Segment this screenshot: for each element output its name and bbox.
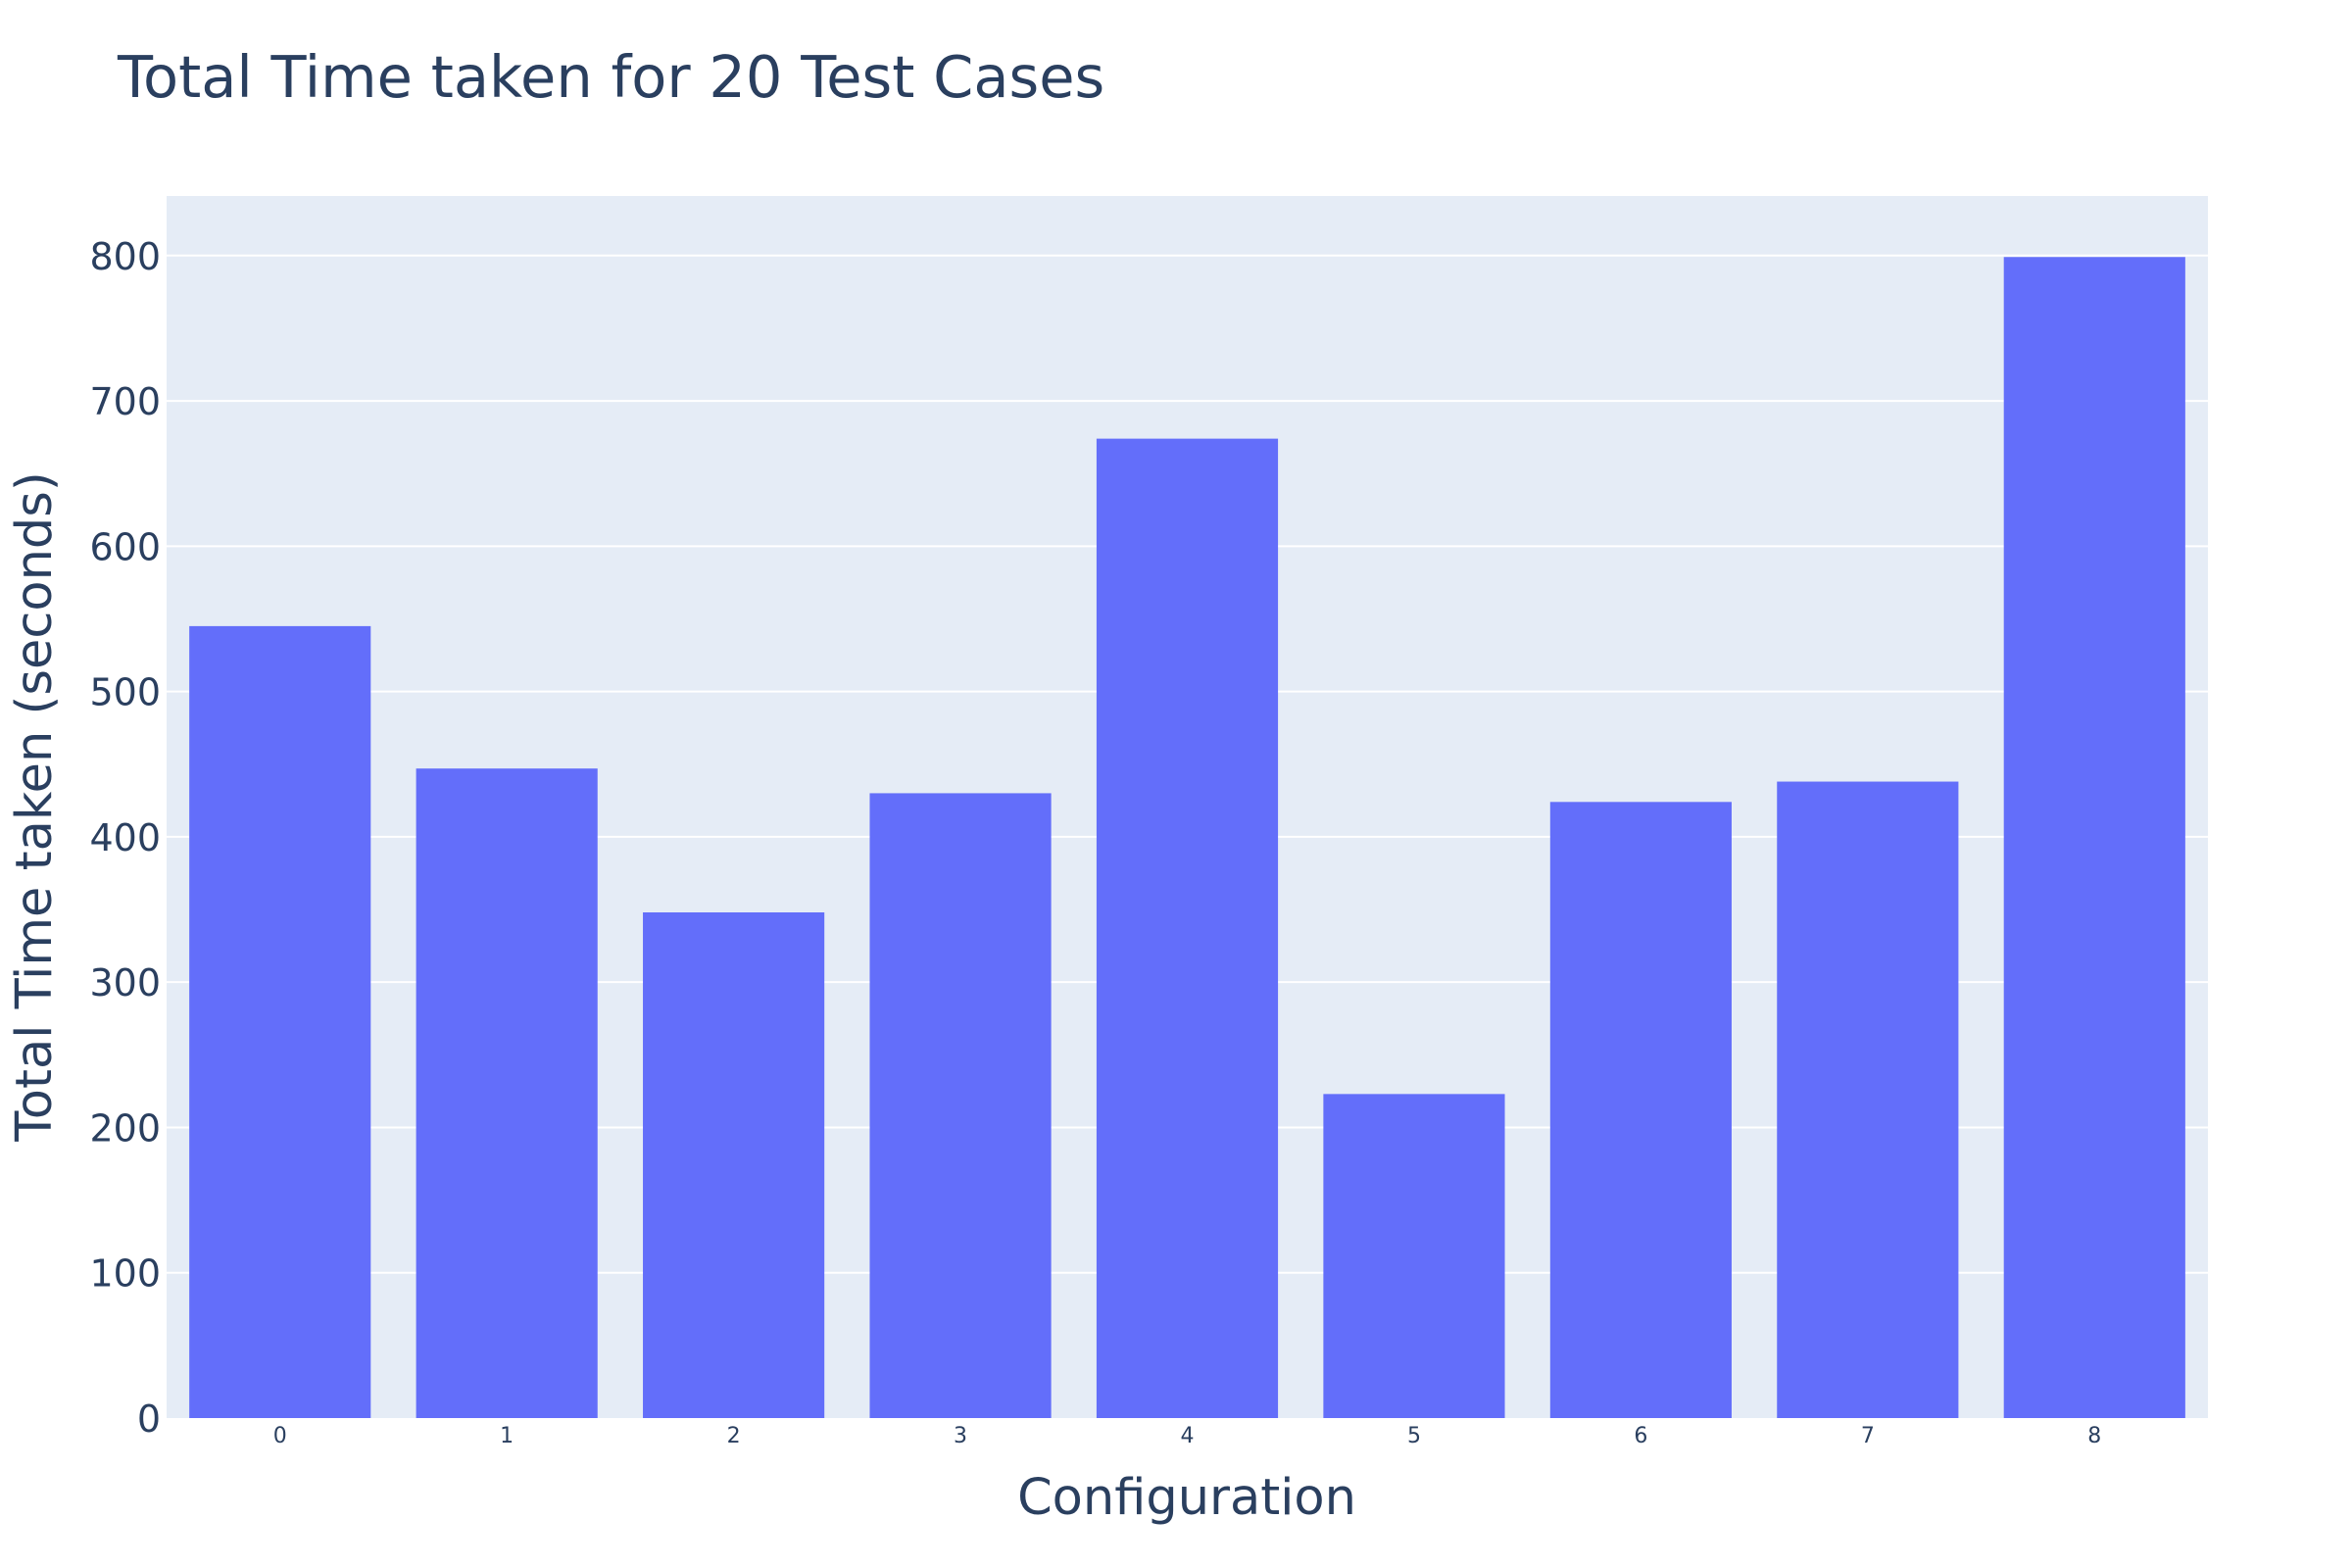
bar-5[interactable]	[1323, 1094, 1505, 1418]
bar-4[interactable]	[1096, 438, 1279, 1418]
x-tick-label: 6	[1634, 1424, 1647, 1448]
bar-1[interactable]	[416, 768, 598, 1418]
x-tick-label: 7	[1861, 1424, 1875, 1448]
bars	[189, 257, 2185, 1418]
bar-7[interactable]	[1777, 781, 1959, 1418]
y-axis-title: Total Time taken (seconds)	[6, 471, 64, 1142]
y-tick-label: 0	[137, 1397, 161, 1441]
y-axis-ticks: 0 100 200 300 400 500 600 700 800	[89, 235, 161, 1441]
x-axis-title: Configuration	[1017, 1469, 1356, 1527]
x-tick-label: 5	[1407, 1424, 1421, 1448]
y-tick-label: 100	[89, 1252, 161, 1296]
x-tick-label: 3	[954, 1424, 967, 1448]
x-tick-label: 2	[727, 1424, 741, 1448]
bar-8[interactable]	[2003, 257, 2185, 1418]
y-tick-label: 200	[89, 1106, 161, 1150]
y-tick-label: 800	[89, 235, 161, 278]
bar-2[interactable]	[643, 912, 825, 1418]
chart-title: Total Time taken for 20 Test Cases	[117, 43, 1104, 111]
bar-6[interactable]	[1549, 802, 1732, 1418]
y-tick-label: 400	[89, 816, 161, 859]
y-tick-label: 300	[89, 961, 161, 1004]
x-axis-ticks: 0 1 2 3 4 5 6 7 8	[273, 1424, 2102, 1448]
x-tick-label: 0	[273, 1424, 287, 1448]
y-tick-label: 700	[89, 380, 161, 423]
x-tick-label: 8	[2087, 1424, 2101, 1448]
y-tick-label: 500	[89, 671, 161, 714]
bar-3[interactable]	[869, 793, 1052, 1418]
y-tick-label: 600	[89, 525, 161, 568]
x-tick-label: 4	[1181, 1424, 1195, 1448]
x-tick-label: 1	[500, 1424, 514, 1448]
bar-0[interactable]	[189, 625, 371, 1418]
